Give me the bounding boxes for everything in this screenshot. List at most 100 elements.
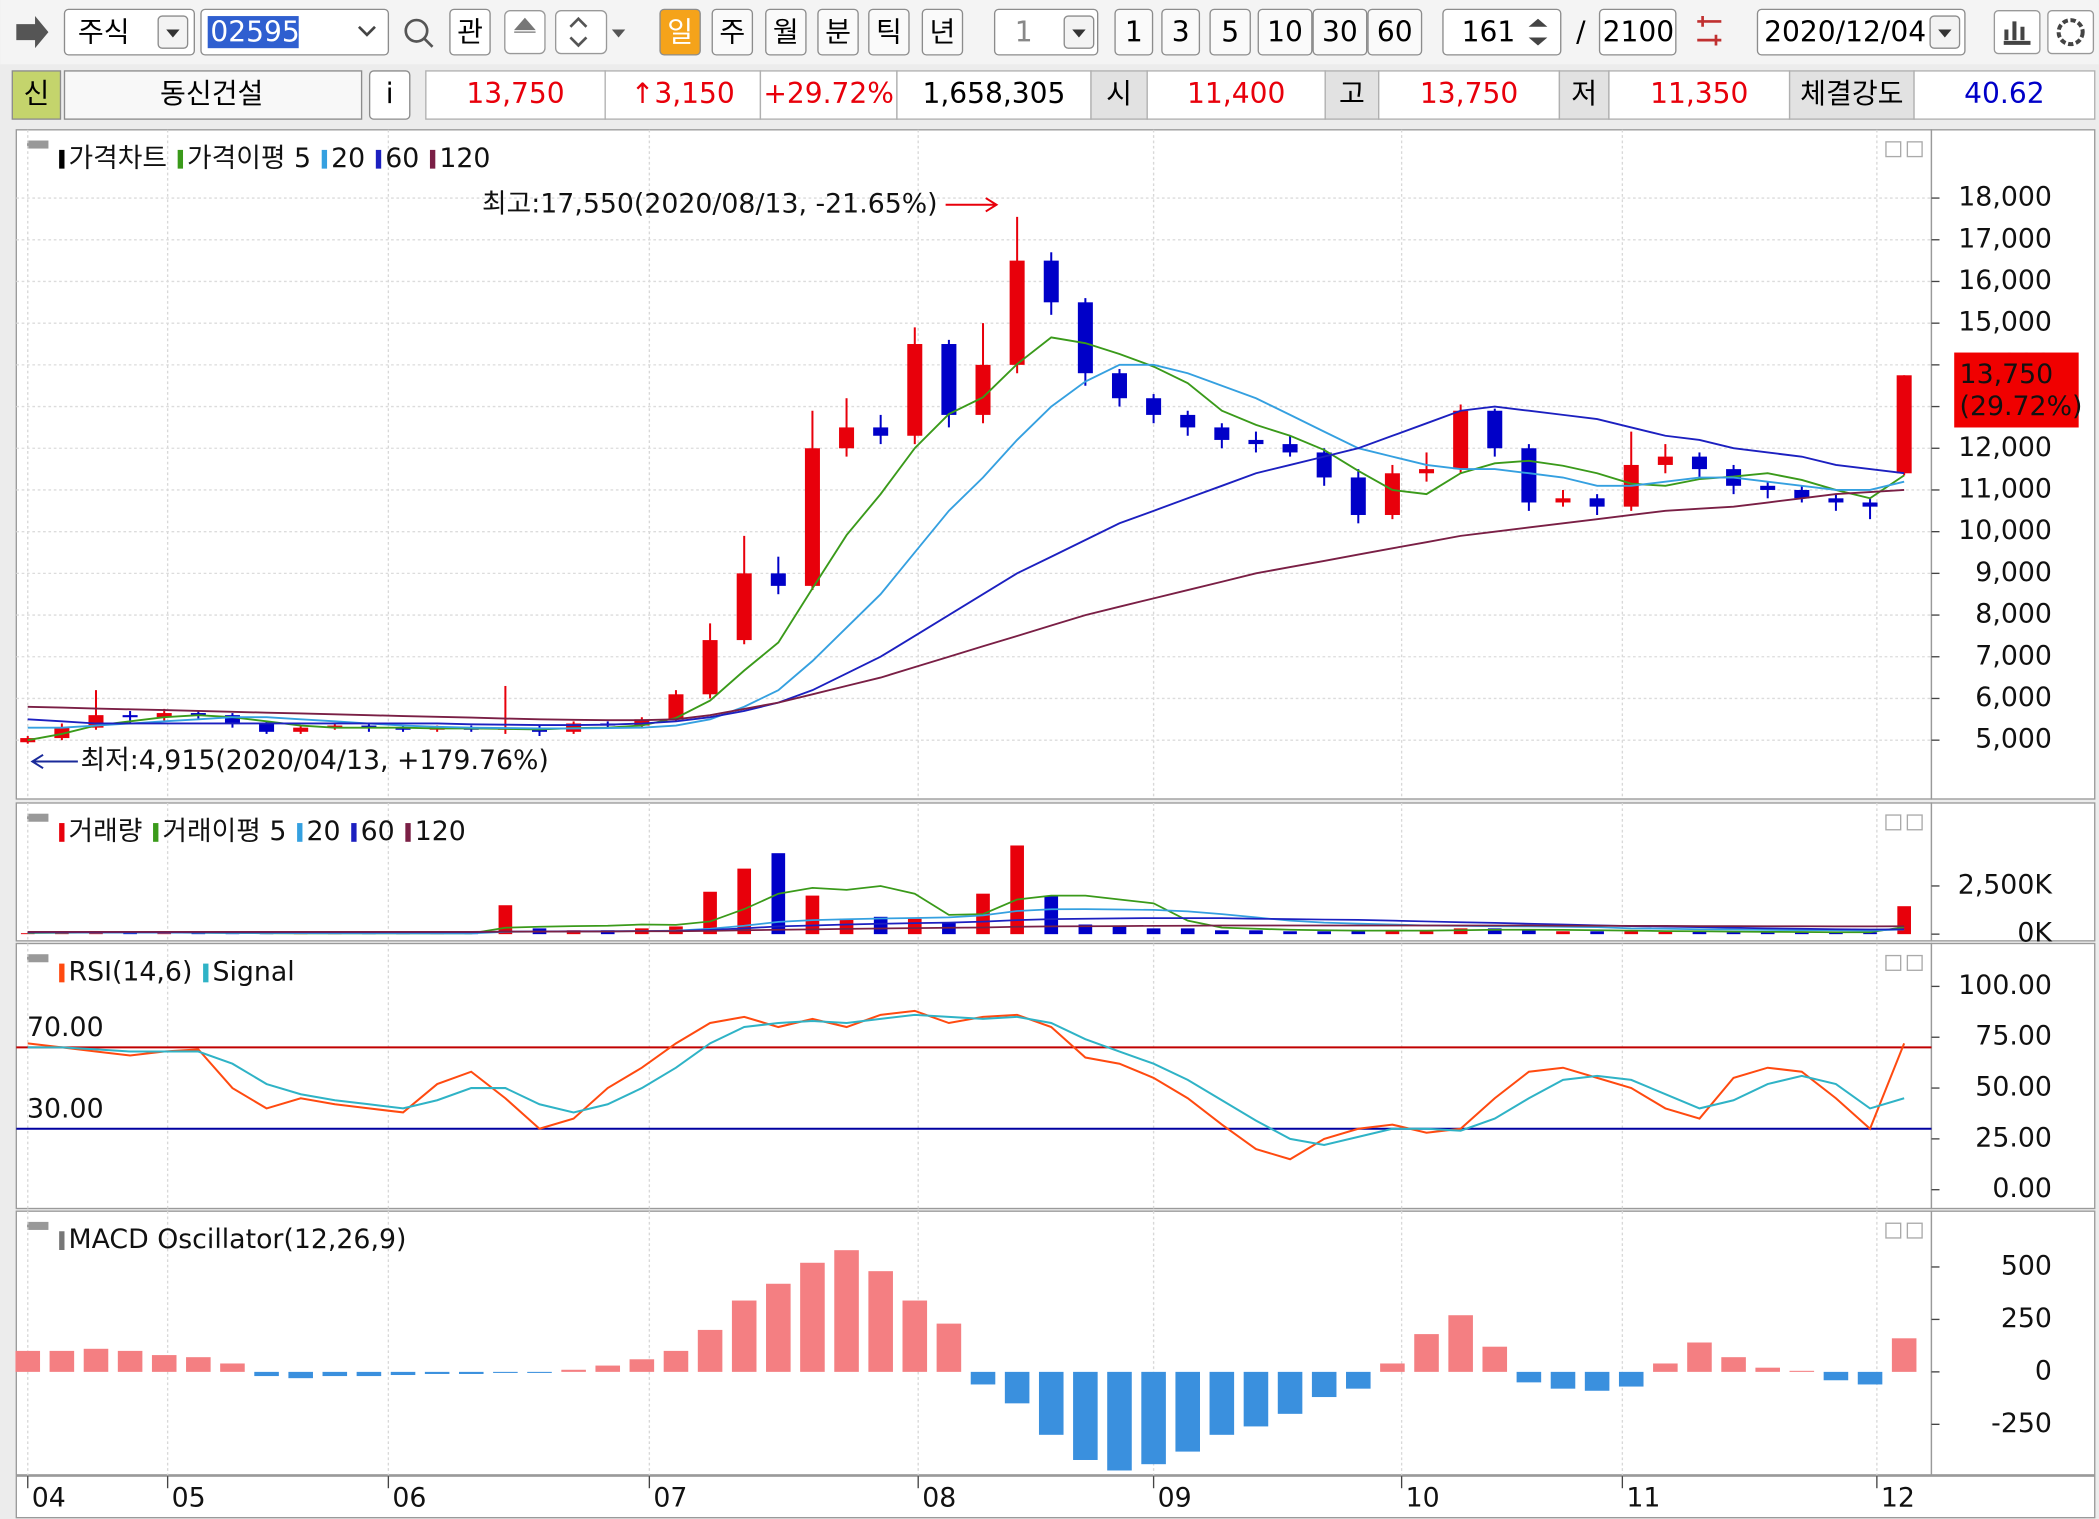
oscillator-bar	[868, 1271, 893, 1372]
y-tick-label: 250	[2001, 1303, 2052, 1334]
legend-swatch	[59, 963, 65, 983]
legend-swatch	[177, 149, 184, 169]
candle-body	[1043, 260, 1059, 303]
candle-body	[1384, 473, 1400, 515]
interval-label: 1	[1015, 15, 1033, 48]
y-tick-label: 500	[2001, 1250, 2052, 1281]
oscillator-bar	[1073, 1371, 1098, 1460]
x-tick-label: 08	[922, 1482, 956, 1513]
quick-label[interactable]: 3	[1172, 15, 1190, 48]
volume-bar	[1453, 928, 1468, 935]
period-button[interactable]	[659, 8, 701, 56]
legend-label: 120	[415, 816, 466, 847]
date-input[interactable]	[1756, 8, 1966, 56]
volume-bar	[1317, 931, 1332, 935]
toolbar-icons	[504, 10, 2095, 55]
y-tick-label: 17,000	[1958, 223, 2052, 254]
oscillator-bar	[1141, 1371, 1166, 1465]
oscillator-bar	[1482, 1346, 1508, 1372]
candle-body	[1214, 427, 1230, 440]
badge: 신	[23, 77, 49, 110]
period-label[interactable]: 분	[825, 15, 851, 48]
oscillator-bar	[1414, 1334, 1439, 1372]
last-change-label: (29.72%)	[1960, 391, 2083, 422]
info-value: 11,400	[1187, 77, 1285, 110]
quick-label[interactable]: 60	[1377, 15, 1413, 48]
period-button[interactable]	[765, 8, 807, 56]
panel-control[interactable]	[1885, 954, 1902, 971]
total-input[interactable]	[1598, 8, 1677, 56]
volume-bar	[1419, 931, 1434, 935]
panel-control[interactable]	[1885, 1222, 1902, 1239]
period-label[interactable]: 년	[930, 15, 956, 48]
info-header: 체결강도	[1800, 77, 1903, 110]
panel-control[interactable]	[1906, 954, 1923, 971]
quick-button[interactable]	[1161, 8, 1201, 56]
volume-bar	[123, 932, 137, 935]
quick-button[interactable]	[1257, 8, 1313, 56]
oscillator-bar	[322, 1371, 348, 1377]
x-tick-label: 09	[1158, 1482, 1192, 1513]
info-value: 11,350	[1650, 77, 1748, 110]
count-input[interactable]	[1442, 8, 1562, 56]
icon-button[interactable]	[554, 10, 608, 55]
x-tick-label: 12	[1881, 1482, 1915, 1513]
panel-control[interactable]	[1906, 1222, 1923, 1239]
candle-body	[1248, 439, 1264, 445]
dropdown-arrow	[166, 29, 180, 38]
info-cell	[1378, 70, 1561, 120]
period-label[interactable]: 틱	[876, 15, 902, 48]
panel-control[interactable]	[1885, 814, 1902, 831]
legend-swatch	[321, 149, 328, 169]
link-icon[interactable]	[16, 16, 49, 49]
quick-label[interactable]: 30	[1322, 15, 1358, 48]
candle-body	[1009, 260, 1025, 365]
x-tick-label: 04	[32, 1482, 66, 1513]
oscillator-bar	[629, 1359, 655, 1372]
panel-control[interactable]	[1906, 814, 1923, 831]
period-button[interactable]	[868, 8, 910, 56]
quick-button[interactable]	[1312, 8, 1368, 56]
quick-label[interactable]: 1	[1125, 15, 1143, 48]
candle-body	[873, 427, 889, 436]
volume-bar	[1829, 932, 1843, 935]
candle-body	[1111, 373, 1127, 399]
oscillator-bar	[83, 1348, 109, 1372]
period-button[interactable]	[711, 8, 754, 56]
period-button[interactable]	[817, 8, 859, 56]
panel-handle	[27, 1221, 49, 1230]
icon-button[interactable]	[1993, 10, 2041, 55]
y-tick-label: 12,000	[1958, 432, 2052, 463]
level-label: 30.00	[27, 1093, 104, 1124]
candle-body	[1862, 502, 1878, 507]
search-icon[interactable]	[404, 18, 429, 43]
x-tick-label: 11	[1626, 1482, 1660, 1513]
name-box	[63, 70, 363, 120]
last-price-box	[1954, 352, 2079, 428]
quick-button[interactable]	[1209, 8, 1251, 56]
info-button[interactable]	[368, 70, 411, 120]
quick-label[interactable]: 5	[1221, 15, 1239, 48]
legend-swatch	[59, 823, 65, 842]
candle-body	[1350, 477, 1366, 515]
y-tick-label: 6,000	[1975, 682, 2052, 713]
panel-control[interactable]	[1885, 141, 1902, 158]
quick-button[interactable]	[1114, 8, 1154, 56]
volume-bar	[498, 905, 513, 935]
search-icon	[423, 37, 434, 48]
candle-body	[1077, 302, 1093, 374]
period-label[interactable]: 일	[667, 15, 693, 48]
icon-button[interactable]	[2047, 10, 2095, 55]
quick-label[interactable]: 10	[1267, 15, 1303, 48]
panel-control[interactable]	[1906, 141, 1923, 158]
count-separator: /	[1576, 15, 1586, 48]
period-label[interactable]: 월	[773, 15, 799, 48]
period-button[interactable]	[921, 8, 964, 56]
oscillator-bar	[936, 1323, 962, 1372]
legend-swatch	[153, 823, 159, 842]
fav-button[interactable]	[449, 8, 491, 56]
quick-button[interactable]	[1367, 8, 1423, 56]
period-label[interactable]: 주	[719, 15, 745, 48]
candle-body	[190, 713, 206, 716]
